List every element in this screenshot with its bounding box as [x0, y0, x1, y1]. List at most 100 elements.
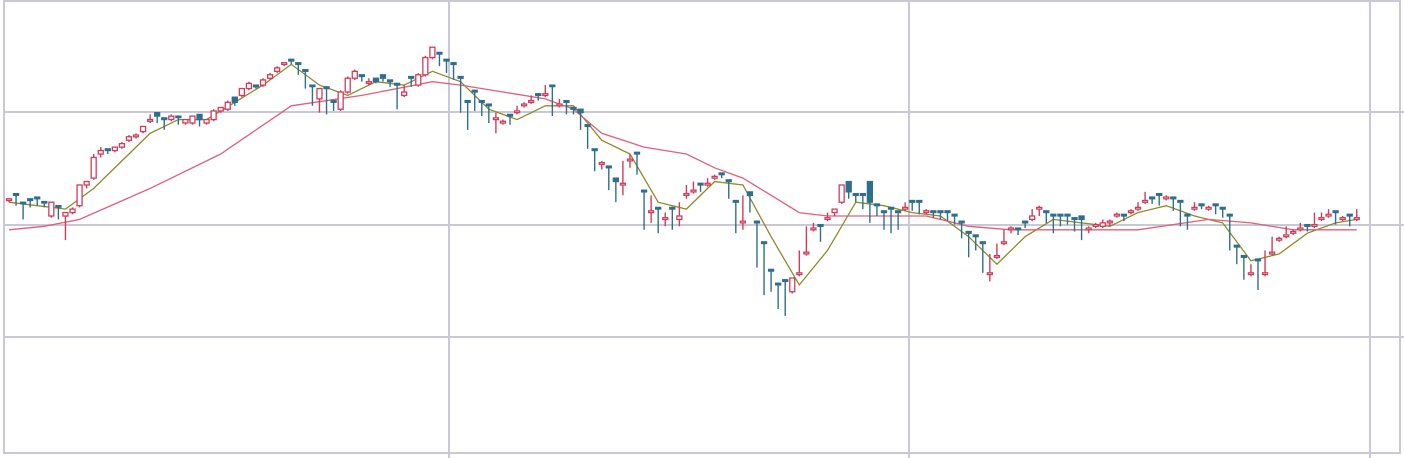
candle — [450, 62, 457, 80]
candle — [203, 118, 210, 125]
candle-body — [528, 99, 535, 103]
candle-body — [535, 93, 542, 97]
candle-body — [725, 179, 732, 183]
candle — [182, 118, 189, 125]
candle — [302, 68, 309, 89]
candle-body — [662, 217, 669, 221]
candle-body — [1064, 213, 1071, 217]
candle — [1177, 199, 1184, 227]
candle-body — [196, 113, 203, 121]
candle-body — [48, 201, 55, 217]
candle — [591, 148, 598, 172]
candle-body — [1043, 210, 1050, 214]
candle — [951, 213, 958, 225]
candle-body — [774, 282, 782, 286]
candle-body — [1078, 215, 1085, 221]
candle-body — [676, 215, 683, 221]
candle — [873, 203, 881, 216]
candle — [386, 79, 394, 87]
candle — [196, 113, 203, 127]
candle-body — [372, 77, 380, 83]
candle — [1085, 226, 1092, 234]
candle-body — [41, 200, 48, 204]
candle — [605, 165, 612, 191]
candle — [549, 84, 556, 117]
candle-body — [302, 68, 309, 72]
candle-body — [1120, 213, 1128, 217]
candle-body — [916, 199, 923, 203]
candle-body — [351, 70, 358, 79]
candle-body — [817, 223, 824, 227]
candle-body — [401, 91, 408, 97]
candle — [422, 55, 429, 77]
candle-body — [746, 191, 754, 196]
candle — [62, 211, 69, 241]
candle — [690, 181, 697, 194]
candle — [252, 84, 260, 89]
candle-body — [767, 268, 775, 272]
candle — [774, 282, 782, 309]
candle — [118, 141, 126, 149]
candle-body — [732, 199, 739, 203]
candle-body — [203, 118, 210, 124]
candle — [880, 210, 888, 230]
candle — [1014, 227, 1022, 235]
candle-body — [1325, 213, 1332, 217]
candle-body — [210, 110, 217, 121]
candle — [570, 106, 577, 115]
candle — [323, 86, 330, 115]
candle-body — [1050, 213, 1057, 217]
candle-body — [633, 151, 641, 155]
candle-body — [626, 158, 634, 162]
candle-body — [415, 74, 422, 86]
candle — [1050, 213, 1057, 234]
candle-body — [175, 115, 182, 119]
candle — [506, 113, 514, 125]
candle — [1000, 229, 1008, 246]
candle — [27, 198, 34, 208]
candle — [831, 208, 838, 216]
candle-body — [711, 175, 718, 179]
candle-body — [1148, 196, 1156, 200]
candle-body — [309, 84, 316, 88]
candle-body — [1332, 210, 1339, 214]
candle — [154, 112, 161, 123]
candle-body — [1170, 196, 1177, 200]
candle-body — [1134, 206, 1142, 210]
candle-body — [245, 82, 253, 90]
candle-body — [669, 206, 676, 210]
candle-body — [944, 210, 951, 214]
candle — [817, 223, 824, 242]
candle — [259, 78, 267, 87]
candle — [1163, 195, 1170, 201]
candle — [718, 172, 725, 179]
candle — [824, 212, 831, 222]
candle — [683, 185, 690, 199]
candle-body — [457, 75, 464, 79]
candle-body — [323, 86, 330, 90]
candle — [344, 76, 351, 94]
candle-body — [810, 227, 817, 231]
candle — [535, 93, 542, 101]
candle-body — [845, 180, 852, 193]
candle — [633, 151, 641, 175]
candle-body — [1071, 217, 1078, 221]
candle-body — [471, 89, 478, 93]
candle-body — [485, 103, 492, 107]
candle-body — [1029, 215, 1036, 221]
candle — [732, 199, 739, 234]
candle — [1205, 205, 1212, 211]
candle — [471, 89, 478, 111]
candle — [351, 69, 358, 80]
candle — [457, 75, 464, 113]
ma-long-line — [8, 81, 1357, 231]
candle — [104, 148, 111, 154]
candle-body — [718, 172, 725, 176]
candle-body — [697, 182, 704, 186]
candle-body — [577, 108, 584, 114]
candle-body — [619, 182, 627, 186]
candle-body — [97, 149, 104, 155]
candle-body — [584, 124, 591, 128]
